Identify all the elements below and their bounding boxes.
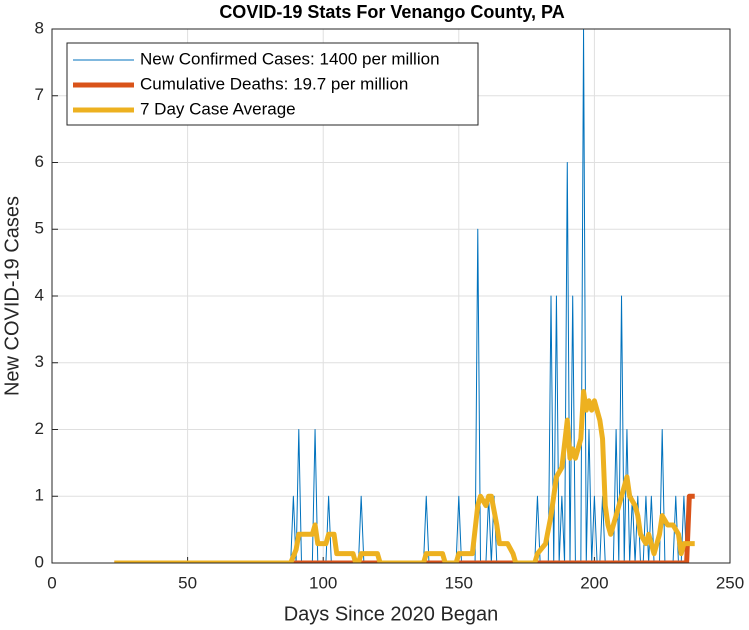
y-tick-label: 0	[35, 552, 44, 571]
y-tick-label: 2	[35, 419, 44, 438]
legend-label: New Confirmed Cases: 1400 per million	[140, 49, 440, 68]
y-tick-label: 8	[35, 18, 44, 37]
y-tick-label: 4	[35, 285, 44, 304]
legend-label: 7 Day Case Average	[140, 99, 296, 118]
axes-box	[51, 28, 731, 564]
data-line	[114, 493, 695, 563]
x-tick-label: 0	[47, 573, 56, 592]
chart-title: COVID-19 Stats For Venango County, PA	[219, 2, 564, 22]
y-tick-label: 1	[35, 486, 44, 505]
x-tick-label: 250	[716, 573, 744, 592]
legend: New Confirmed Cases: 1400 per million Cum…	[66, 42, 479, 126]
data-line	[114, 388, 695, 563]
y-tick-label: 7	[35, 85, 44, 104]
y-tick-label: 5	[35, 219, 44, 238]
x-tick-label: 200	[580, 573, 608, 592]
y-axis-label: New COVID-19 Cases	[1, 196, 23, 396]
x-axis-label: Days Since 2020 Began	[284, 603, 499, 625]
x-tick-label: 50	[178, 573, 197, 592]
y-tick-label: 3	[35, 352, 44, 371]
x-tick-label: 100	[309, 573, 337, 592]
x-tick-label: 150	[445, 573, 473, 592]
plot-area	[114, 28, 695, 563]
y-tick-label: 6	[35, 152, 44, 171]
data-line	[114, 28, 695, 563]
legend-box	[66, 42, 479, 126]
legend-label: Cumulative Deaths: 19.7 per million	[140, 74, 408, 93]
